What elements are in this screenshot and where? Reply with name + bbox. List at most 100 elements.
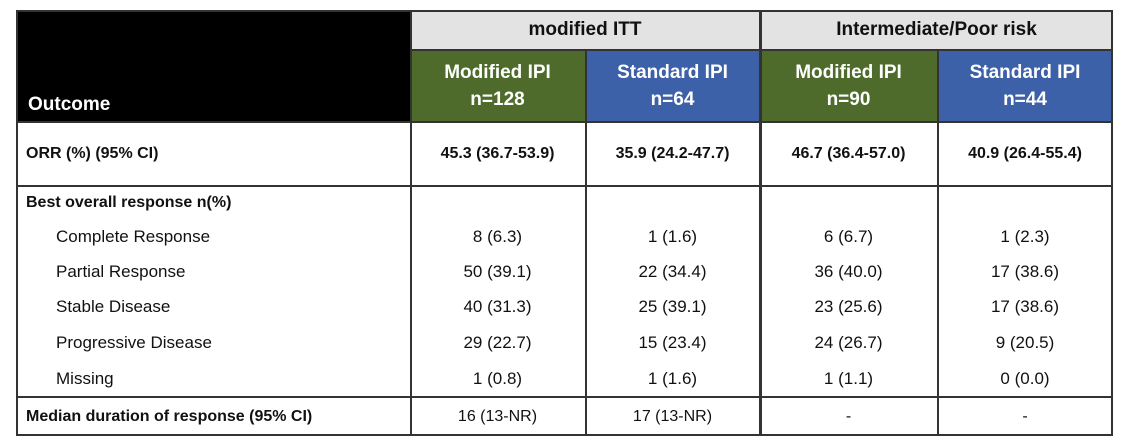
rule: [410, 10, 412, 436]
response-value: 23 (25.6): [814, 297, 883, 316]
response-label: Missing: [56, 369, 114, 388]
median-value: 16 (13-NR): [457, 407, 538, 425]
rule: [937, 50, 939, 436]
response-label: Complete Response: [16, 220, 410, 254]
rule: [585, 50, 587, 436]
orr-value: 35.9 (24.2-47.7): [615, 145, 730, 162]
response-cell: 15 (23.4): [585, 326, 760, 360]
median-label: Median duration of response (95% CI): [26, 407, 313, 425]
response-value: 17 (38.6): [990, 297, 1060, 316]
response-value: 1 (2.3): [1000, 227, 1050, 246]
orr-cell: 40.9 (26.4-55.4): [937, 122, 1113, 186]
response-cell: 17 (38.6): [937, 290, 1113, 324]
response-value: 0 (0.0): [1000, 369, 1050, 388]
response-label: Progressive Disease: [56, 333, 212, 352]
outcome-header: Outcome: [16, 10, 410, 122]
response-cell: 36 (40.0): [760, 255, 937, 289]
response-cell: 1 (1.1): [760, 362, 937, 396]
response-cell: 22 (34.4): [585, 255, 760, 289]
median-cell: 16 (13-NR): [410, 397, 585, 436]
orr-label: ORR (%) (95% CI): [16, 122, 410, 186]
rule: [16, 396, 1113, 398]
response-value: 29 (22.7): [463, 333, 532, 352]
response-cell: 9 (20.5): [937, 326, 1113, 360]
column-n: n=128: [470, 89, 525, 110]
response-cell: 1 (1.6): [585, 220, 760, 254]
group-title: modified ITT: [528, 19, 642, 40]
column-header: Standard IPI n=64: [585, 50, 760, 122]
response-label: Stable Disease: [16, 290, 410, 324]
response-cell: 17 (38.6): [937, 255, 1113, 289]
response-value: 22 (34.4): [638, 262, 707, 281]
response-cell: 1 (0.8): [410, 362, 585, 396]
column-name: Modified IPI: [795, 62, 902, 83]
group-title: Intermediate/Poor risk: [836, 19, 1037, 40]
response-value: 8 (6.3): [472, 227, 523, 246]
column-n: n=90: [826, 89, 871, 110]
orr-value: 46.7 (36.4-57.0): [791, 145, 906, 162]
column-n: n=44: [1003, 89, 1047, 110]
rule: [16, 434, 1113, 436]
column-name: Standard IPI: [617, 62, 728, 83]
orr-cell: 45.3 (36.7-53.9): [410, 122, 585, 186]
orr-cell: 46.7 (36.4-57.0): [760, 122, 937, 186]
response-value: 15 (23.4): [638, 333, 707, 352]
response-cell: 50 (39.1): [410, 255, 585, 289]
section-title: Best overall response n(%): [26, 194, 232, 211]
column-header: Modified IPI n=90: [760, 50, 937, 122]
response-value: 36 (40.0): [814, 262, 883, 281]
orr-cell: 35.9 (24.2-47.7): [585, 122, 760, 186]
column-name: Modified IPI: [444, 62, 551, 83]
median-label: Median duration of response (95% CI): [16, 397, 410, 436]
response-cell: 0 (0.0): [937, 362, 1113, 396]
group-header: modified ITT: [410, 10, 760, 50]
response-label: Stable Disease: [56, 297, 171, 316]
response-cell: 23 (25.6): [760, 290, 937, 324]
response-value: 40 (31.3): [463, 297, 532, 316]
median-value: -: [1022, 407, 1028, 425]
median-cell: -: [937, 397, 1113, 436]
response-label: Complete Response: [56, 227, 211, 246]
response-label: Partial Response: [56, 262, 186, 281]
rule: [759, 10, 762, 436]
response-value: 1 (1.1): [823, 369, 874, 388]
response-label: Progressive Disease: [16, 326, 410, 360]
column-name: Standard IPI: [969, 62, 1081, 83]
group-header: Intermediate/Poor risk: [760, 10, 1113, 50]
response-value: 17 (38.6): [990, 262, 1060, 281]
column-header: Standard IPI n=44: [937, 50, 1113, 122]
response-value: 25 (39.1): [638, 297, 707, 316]
orr-value: 45.3 (36.7-53.9): [440, 145, 555, 162]
orr-label: ORR (%) (95% CI): [26, 145, 159, 162]
column-n: n=64: [650, 89, 695, 110]
response-label: Partial Response: [16, 255, 410, 289]
response-value: 50 (39.1): [463, 262, 532, 281]
response-cell: 24 (26.7): [760, 326, 937, 360]
response-value: 1 (1.6): [647, 227, 698, 246]
section-title: Best overall response n(%): [16, 188, 410, 218]
median-cell: -: [760, 397, 937, 436]
response-value: 6 (6.7): [823, 227, 874, 246]
response-cell: 25 (39.1): [585, 290, 760, 324]
median-value: -: [845, 407, 852, 425]
outcome-label: Outcome: [28, 94, 111, 115]
response-value: 9 (20.5): [995, 333, 1055, 352]
median-cell: 17 (13-NR): [585, 397, 760, 436]
response-cell: 8 (6.3): [410, 220, 585, 254]
rule: [16, 10, 1113, 12]
response-cell: 6 (6.7): [760, 220, 937, 254]
rule: [16, 10, 18, 436]
rule: [16, 121, 1113, 123]
response-value: 1 (1.6): [647, 369, 698, 388]
rule: [1111, 10, 1113, 436]
response-cell: 1 (1.6): [585, 362, 760, 396]
response-cell: 29 (22.7): [410, 326, 585, 360]
response-cell: 1 (2.3): [937, 220, 1113, 254]
response-value: 1 (0.8): [472, 369, 523, 388]
rule: [16, 185, 1113, 187]
median-value: 17 (13-NR): [632, 407, 713, 425]
column-header: Modified IPI n=128: [410, 50, 585, 122]
response-label: Missing: [16, 362, 410, 396]
response-cell: 40 (31.3): [410, 290, 585, 324]
